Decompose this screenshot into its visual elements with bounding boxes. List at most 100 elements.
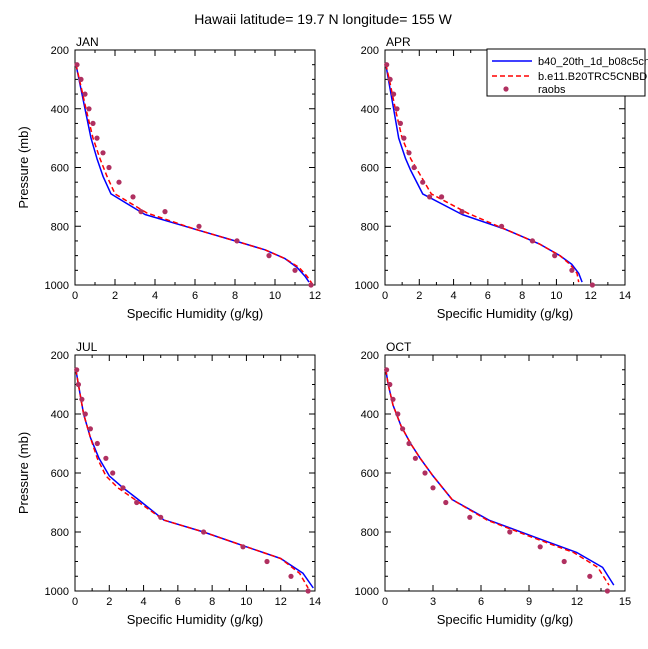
raobs-point <box>397 120 403 126</box>
raobs-point <box>589 282 596 288</box>
raobs-point <box>587 573 593 579</box>
legend: b40_20th_1d_b08c5cn b.e11.B20TRC5CNBD ra… <box>486 48 648 97</box>
legend-marker-raobs <box>503 86 509 92</box>
raobs-point <box>138 209 144 215</box>
y-tick-label: 1000 <box>45 586 69 598</box>
y-tick-label: 800 <box>51 527 69 539</box>
raobs-point <box>308 282 314 288</box>
raobs-point <box>130 194 136 200</box>
raobs-point <box>82 411 88 417</box>
raobs-point <box>134 499 140 506</box>
y-tick-label: 600 <box>361 163 379 175</box>
raobs-point <box>406 150 412 156</box>
x-tick-label: 8 <box>519 290 525 302</box>
legend-label-2: b.e11.B20TRC5CNBD <box>538 71 647 83</box>
x-tick-label: 14 <box>309 596 321 608</box>
x-tick-label: 8 <box>209 596 215 608</box>
raobs-point <box>443 499 449 506</box>
raobs-point <box>395 411 401 417</box>
raobs-point <box>158 514 164 520</box>
x-tick-label: 6 <box>485 290 491 302</box>
raobs-point <box>529 238 536 244</box>
y-tick-label: 1000 <box>355 586 379 598</box>
raobs-point <box>507 529 513 535</box>
y-tick-label: 400 <box>51 409 69 421</box>
raobs-point <box>430 485 436 491</box>
x-tick-label: 15 <box>619 596 631 608</box>
legend-label-3: raobs <box>538 84 566 96</box>
panel-label: APR <box>386 35 411 49</box>
panel-label: JAN <box>76 35 99 49</box>
y-tick-label: 800 <box>361 221 379 233</box>
raobs-point <box>604 588 611 594</box>
y-tick-label: 800 <box>51 221 69 233</box>
raobs-point <box>384 367 390 373</box>
raobs-point <box>439 194 445 200</box>
raobs-point <box>422 470 428 476</box>
raobs-point <box>467 514 473 520</box>
raobs-point <box>427 194 433 200</box>
raobs-point <box>87 426 93 432</box>
raobs-point <box>569 267 575 273</box>
raobs-point <box>561 558 567 565</box>
y-tick-label: 200 <box>51 45 69 57</box>
x-tick-label: 12 <box>571 596 583 608</box>
raobs-point <box>387 76 393 82</box>
raobs-point <box>384 62 390 68</box>
series-line-red <box>75 64 314 286</box>
raobs-point <box>201 529 207 535</box>
series-line-red <box>75 369 309 589</box>
raobs-point <box>79 396 85 402</box>
raobs-point <box>411 164 417 171</box>
x-tick-label: 10 <box>269 290 281 302</box>
x-tick-label: 12 <box>275 596 287 608</box>
y-tick-label: 200 <box>361 350 379 362</box>
raobs-point <box>94 440 100 447</box>
raobs-point <box>390 396 396 402</box>
x-tick-label: 8 <box>232 290 238 302</box>
raobs-point <box>74 62 80 68</box>
x-tick-label: 0 <box>382 290 388 302</box>
x-tick-label: 10 <box>240 596 252 608</box>
panel-label: JUL <box>76 340 98 354</box>
raobs-point <box>116 179 122 185</box>
raobs-point <box>537 544 543 550</box>
x-tick-label: 3 <box>430 596 436 608</box>
x-tick-label: 6 <box>175 596 181 608</box>
legend-label-1: b40_20th_1d_b08c5cn <box>538 56 648 68</box>
series-line-blue <box>75 64 310 283</box>
raobs-point <box>288 573 294 579</box>
raobs-point <box>74 367 80 373</box>
x-tick-label: 10 <box>550 290 562 302</box>
raobs-point <box>234 238 240 244</box>
x-tick-label: 0 <box>72 596 78 608</box>
raobs-point <box>162 209 168 215</box>
series-line-red <box>385 64 580 283</box>
x-axis-label: Specific Humidity (g/kg) <box>127 306 264 321</box>
y-tick-label: 1000 <box>355 280 379 292</box>
y-tick-label: 200 <box>51 350 69 362</box>
x-tick-label: 2 <box>112 290 118 302</box>
raobs-point <box>94 135 100 141</box>
x-tick-label: 2 <box>106 596 112 608</box>
x-tick-label: 9 <box>526 596 532 608</box>
raobs-point <box>264 558 270 565</box>
series-line-red <box>385 369 610 586</box>
y-tick-label: 400 <box>51 104 69 116</box>
x-tick-label: 12 <box>585 290 597 302</box>
y-tick-label: 600 <box>361 468 379 480</box>
raobs-point <box>305 588 311 594</box>
x-tick-label: 6 <box>192 290 198 302</box>
raobs-point <box>90 120 96 126</box>
raobs-point <box>391 91 397 97</box>
plot-frame <box>384 354 626 592</box>
raobs-point <box>387 381 393 388</box>
y-tick-label: 600 <box>51 468 69 480</box>
x-axis-label: Specific Humidity (g/kg) <box>437 306 574 321</box>
panel-label: OCT <box>386 340 412 354</box>
raobs-point <box>499 223 505 229</box>
